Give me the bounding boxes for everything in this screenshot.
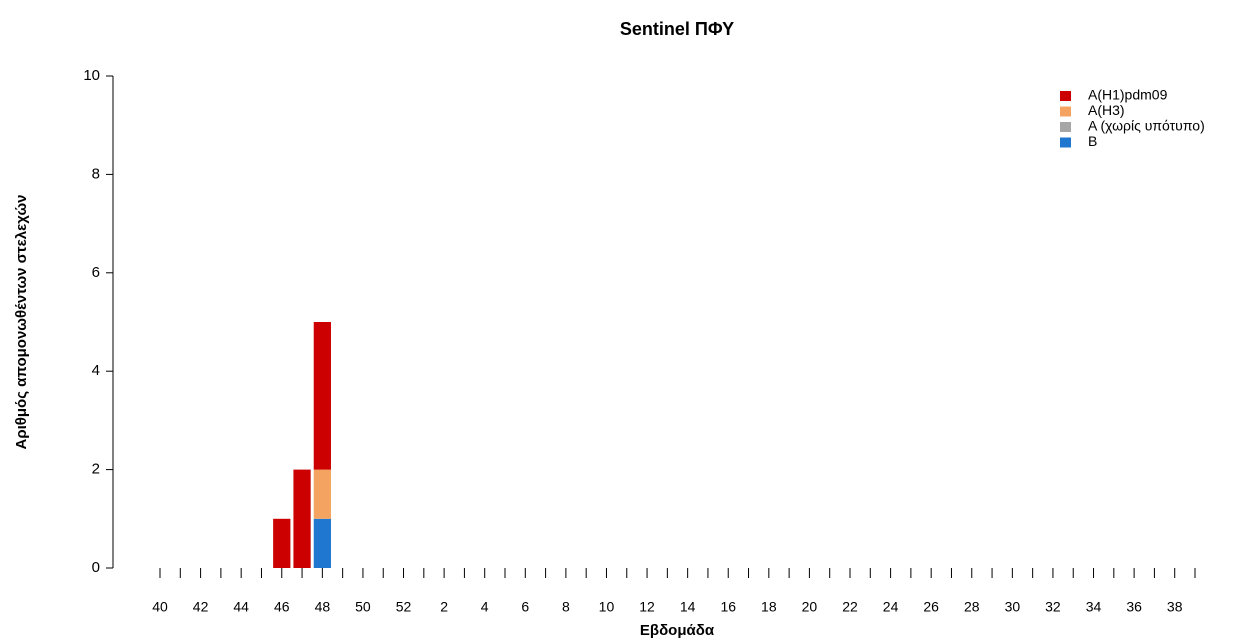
x-tick-label: 52 <box>396 599 412 615</box>
legend-label: A (χωρίς υπότυπο) <box>1088 118 1205 134</box>
x-tick-label: 32 <box>1045 599 1061 615</box>
x-tick-label: 48 <box>315 599 331 615</box>
legend-swatch <box>1060 91 1071 101</box>
y-tick-label: 4 <box>92 362 100 379</box>
x-tick-label: 34 <box>1086 599 1102 615</box>
x-tick-label: 10 <box>599 599 615 615</box>
x-tick-label: 24 <box>883 599 899 615</box>
y-tick-label: 10 <box>83 67 100 84</box>
x-tick-label: 28 <box>964 599 980 615</box>
x-tick-label: 12 <box>639 599 655 615</box>
y-tick-label: 2 <box>92 461 100 478</box>
x-tick-label: 4 <box>481 599 489 615</box>
x-tick-label: 42 <box>193 599 209 615</box>
x-tick-label: 30 <box>1005 599 1021 615</box>
x-tick-label: 44 <box>233 599 249 615</box>
bar-segment <box>313 322 331 470</box>
x-tick-label: 16 <box>720 599 736 615</box>
x-tick-label: 14 <box>680 599 696 615</box>
legend-swatch <box>1060 106 1071 117</box>
x-tick-label: 36 <box>1126 599 1142 615</box>
y-tick-label: 0 <box>92 559 100 576</box>
legend-swatch <box>1060 137 1071 148</box>
x-tick-label: 20 <box>802 599 818 615</box>
bar-segment <box>313 469 331 519</box>
x-tick-label: 50 <box>355 599 371 615</box>
legend-label: B <box>1088 133 1097 149</box>
chart-title: Sentinel ΠΦΥ <box>620 19 734 39</box>
x-axis-title: Εβδομάδα <box>640 622 715 639</box>
bar-segment <box>293 469 311 568</box>
x-tick-label: 46 <box>274 599 290 615</box>
x-tick-label: 8 <box>562 599 570 615</box>
y-tick-label: 8 <box>92 165 100 182</box>
legend-swatch <box>1060 122 1071 132</box>
legend-label: A(H3) <box>1088 102 1125 118</box>
bar-segment <box>313 518 331 568</box>
x-tick-label: 38 <box>1167 599 1183 615</box>
x-tick-label: 26 <box>923 599 939 615</box>
bar-segment <box>273 518 291 568</box>
x-tick-label: 2 <box>440 599 448 615</box>
y-tick-label: 6 <box>92 264 100 281</box>
x-tick-label: 18 <box>761 599 777 615</box>
y-axis-title: Αριθμός απομονωθέντων στελεχών <box>13 194 30 449</box>
x-tick-label: 40 <box>152 599 168 615</box>
x-tick-label: 22 <box>842 599 858 615</box>
x-tick-label: 6 <box>521 599 529 615</box>
legend-label: A(H1)pdm09 <box>1088 87 1168 103</box>
